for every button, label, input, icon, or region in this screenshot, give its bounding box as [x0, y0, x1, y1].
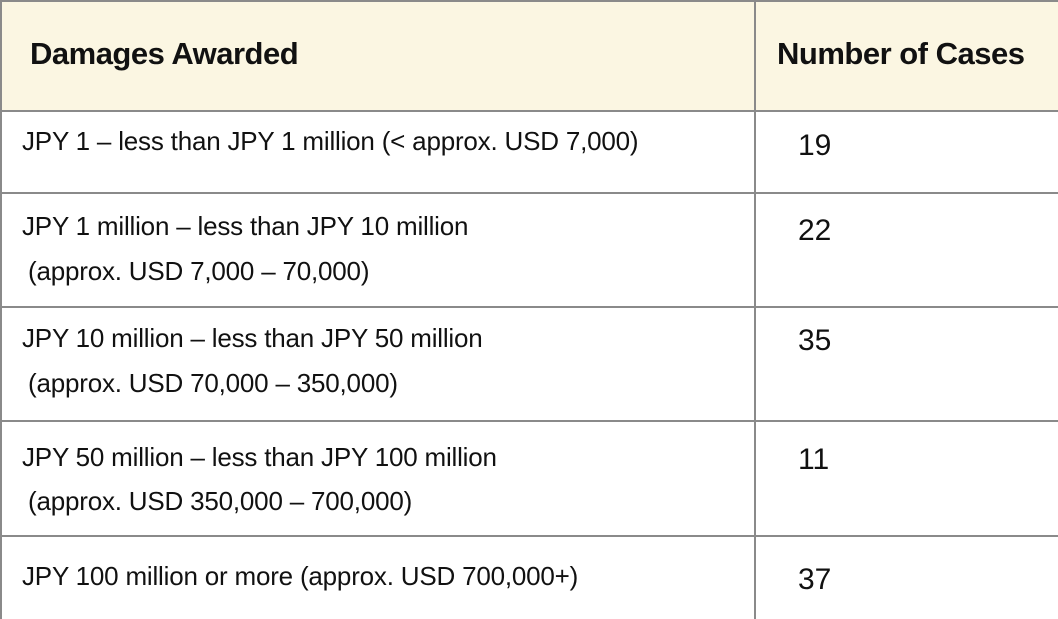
table-row: JPY 50 million – less than JPY 100 milli… [0, 422, 1058, 537]
cases-cell: 19 [756, 112, 1058, 192]
damages-cell: JPY 1 – less than JPY 1 million (< appro… [0, 112, 756, 192]
header-cases-label: Number of Cases [777, 36, 1025, 71]
table-row: JPY 1 – less than JPY 1 million (< appro… [0, 112, 1058, 194]
damages-cell: JPY 1 million – less than JPY 10 million… [0, 194, 756, 306]
damages-cell: JPY 100 million or more (approx. USD 700… [0, 537, 756, 619]
table-row: JPY 1 million – less than JPY 10 million… [0, 194, 1058, 308]
damages-range-text: JPY 1 million – less than JPY 10 million [22, 211, 469, 241]
damages-usd-text: (approx. USD 7,000 – 70,000) [28, 256, 370, 286]
damages-range-text: JPY 100 million or more (approx. USD 700… [22, 561, 579, 591]
damages-range-text: JPY 1 – less than JPY 1 million (< appro… [22, 126, 639, 156]
cases-count: 11 [798, 443, 830, 476]
cases-cell: 11 [756, 422, 1058, 535]
damages-range-text: JPY 50 million – less than JPY 100 milli… [22, 442, 497, 472]
cases-cell: 22 [756, 194, 1058, 306]
cases-cell: 37 [756, 537, 1058, 619]
header-damages-label: Damages Awarded [30, 36, 299, 71]
cases-count: 19 [798, 129, 832, 162]
table-row: JPY 100 million or more (approx. USD 700… [0, 537, 1058, 619]
table-row: JPY 10 million – less than JPY 50 millio… [0, 308, 1058, 422]
damages-range-text: JPY 10 million – less than JPY 50 millio… [22, 323, 483, 353]
cases-count: 22 [798, 214, 832, 247]
table-header-row: Damages Awarded Number of Cases [0, 0, 1058, 112]
damages-usd-text: (approx. USD 350,000 – 700,000) [28, 486, 413, 516]
damages-cell: JPY 10 million – less than JPY 50 millio… [0, 308, 756, 420]
damages-cell: JPY 50 million – less than JPY 100 milli… [0, 422, 756, 535]
cases-count: 37 [798, 563, 832, 596]
header-cell-damages: Damages Awarded [0, 2, 756, 110]
damages-usd-text: (approx. USD 70,000 – 350,000) [28, 368, 398, 398]
cases-count: 35 [798, 324, 832, 357]
header-cell-cases: Number of Cases [756, 2, 1058, 110]
cases-cell: 35 [756, 308, 1058, 420]
